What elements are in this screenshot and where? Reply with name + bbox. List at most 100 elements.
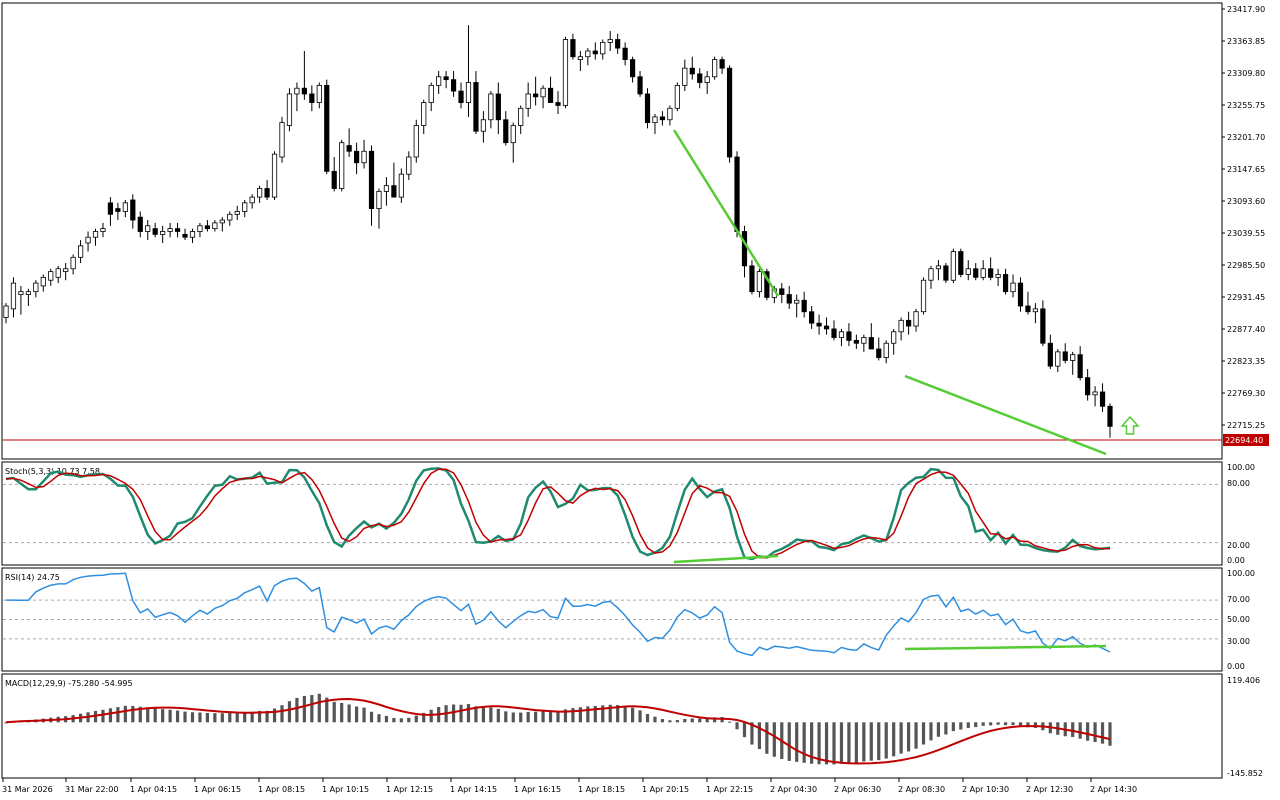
candle[interactable]: [794, 294, 800, 318]
candle[interactable]: [898, 317, 904, 341]
candle[interactable]: [301, 50, 307, 100]
candle[interactable]: [741, 225, 748, 278]
candle[interactable]: [965, 260, 971, 281]
candle[interactable]: [570, 33, 576, 60]
candle[interactable]: [920, 277, 927, 315]
candle[interactable]: [264, 179, 270, 200]
candle[interactable]: [249, 194, 255, 209]
candle[interactable]: [555, 91, 561, 115]
candle[interactable]: [92, 228, 99, 246]
candle[interactable]: [547, 76, 554, 103]
candle[interactable]: [704, 71, 710, 94]
candle[interactable]: [913, 308, 919, 332]
candle[interactable]: [480, 111, 487, 143]
candle[interactable]: [55, 265, 61, 284]
candle[interactable]: [383, 177, 390, 206]
candle[interactable]: [831, 320, 837, 341]
candle[interactable]: [204, 220, 211, 232]
candle[interactable]: [174, 222, 181, 238]
candle[interactable]: [697, 68, 703, 89]
candle[interactable]: [1010, 274, 1016, 298]
candle[interactable]: [324, 79, 330, 175]
candle[interactable]: [726, 65, 733, 163]
candle[interactable]: [607, 30, 613, 51]
candle[interactable]: [1025, 291, 1031, 315]
candle[interactable]: [398, 168, 404, 203]
main-price-panel[interactable]: [1, 2, 1223, 460]
candle[interactable]: [279, 116, 285, 163]
candle[interactable]: [883, 340, 889, 364]
candle[interactable]: [48, 268, 54, 286]
candle[interactable]: [891, 328, 897, 355]
candle[interactable]: [764, 268, 770, 301]
candle[interactable]: [592, 42, 598, 60]
candle[interactable]: [853, 334, 859, 349]
candle[interactable]: [943, 263, 949, 284]
candle[interactable]: [876, 337, 882, 361]
candle[interactable]: [928, 265, 934, 289]
candle[interactable]: [152, 222, 158, 238]
candle[interactable]: [18, 285, 24, 315]
candle[interactable]: [1099, 383, 1106, 413]
candle[interactable]: [503, 111, 509, 146]
candle[interactable]: [406, 151, 412, 180]
candle[interactable]: [413, 119, 419, 163]
candle[interactable]: [756, 268, 763, 298]
candle[interactable]: [122, 199, 128, 218]
candle[interactable]: [465, 25, 472, 117]
candle[interactable]: [846, 323, 852, 347]
macd-panel[interactable]: [1, 673, 1223, 779]
candle[interactable]: [801, 291, 807, 318]
candle[interactable]: [585, 48, 591, 66]
candle[interactable]: [600, 39, 606, 60]
candle[interactable]: [644, 88, 651, 129]
candle[interactable]: [779, 283, 785, 304]
price-trendline-1[interactable]: [672, 129, 780, 297]
candle[interactable]: [167, 222, 173, 238]
candle[interactable]: [533, 76, 539, 106]
candle[interactable]: [346, 128, 352, 157]
candle[interactable]: [115, 202, 121, 221]
candle[interactable]: [10, 277, 17, 318]
candle[interactable]: [786, 285, 792, 309]
candle[interactable]: [674, 82, 680, 112]
candle[interactable]: [212, 220, 218, 232]
candle[interactable]: [749, 260, 755, 295]
candle[interactable]: [137, 211, 143, 238]
candle[interactable]: [391, 162, 397, 198]
candle[interactable]: [816, 314, 822, 335]
candle[interactable]: [995, 268, 1001, 286]
candle[interactable]: [1062, 343, 1068, 364]
candle[interactable]: [712, 56, 718, 80]
candle[interactable]: [518, 105, 524, 135]
candle[interactable]: [823, 317, 830, 335]
candle[interactable]: [257, 185, 263, 203]
candle[interactable]: [905, 311, 912, 335]
candle[interactable]: [219, 217, 225, 232]
price-trendline-2[interactable]: [904, 374, 1107, 456]
candle[interactable]: [1017, 277, 1024, 312]
candle[interactable]: [40, 274, 46, 292]
candle[interactable]: [428, 82, 434, 112]
candle[interactable]: [271, 151, 278, 200]
candle[interactable]: [63, 263, 69, 281]
candle[interactable]: [353, 142, 360, 175]
candle[interactable]: [734, 151, 740, 238]
candle[interactable]: [935, 260, 942, 281]
candle[interactable]: [629, 56, 636, 83]
candle[interactable]: [361, 139, 367, 169]
candle[interactable]: [1032, 303, 1039, 324]
candle[interactable]: [1077, 346, 1083, 381]
candle[interactable]: [77, 240, 84, 264]
candle[interactable]: [25, 288, 31, 306]
candle[interactable]: [309, 85, 315, 112]
candle[interactable]: [689, 56, 695, 80]
candle[interactable]: [443, 71, 449, 89]
candle[interactable]: [160, 225, 166, 243]
candle[interactable]: [458, 82, 464, 109]
candle[interactable]: [339, 139, 345, 192]
candle[interactable]: [107, 197, 114, 226]
candle[interactable]: [33, 280, 39, 298]
candle[interactable]: [980, 260, 986, 281]
